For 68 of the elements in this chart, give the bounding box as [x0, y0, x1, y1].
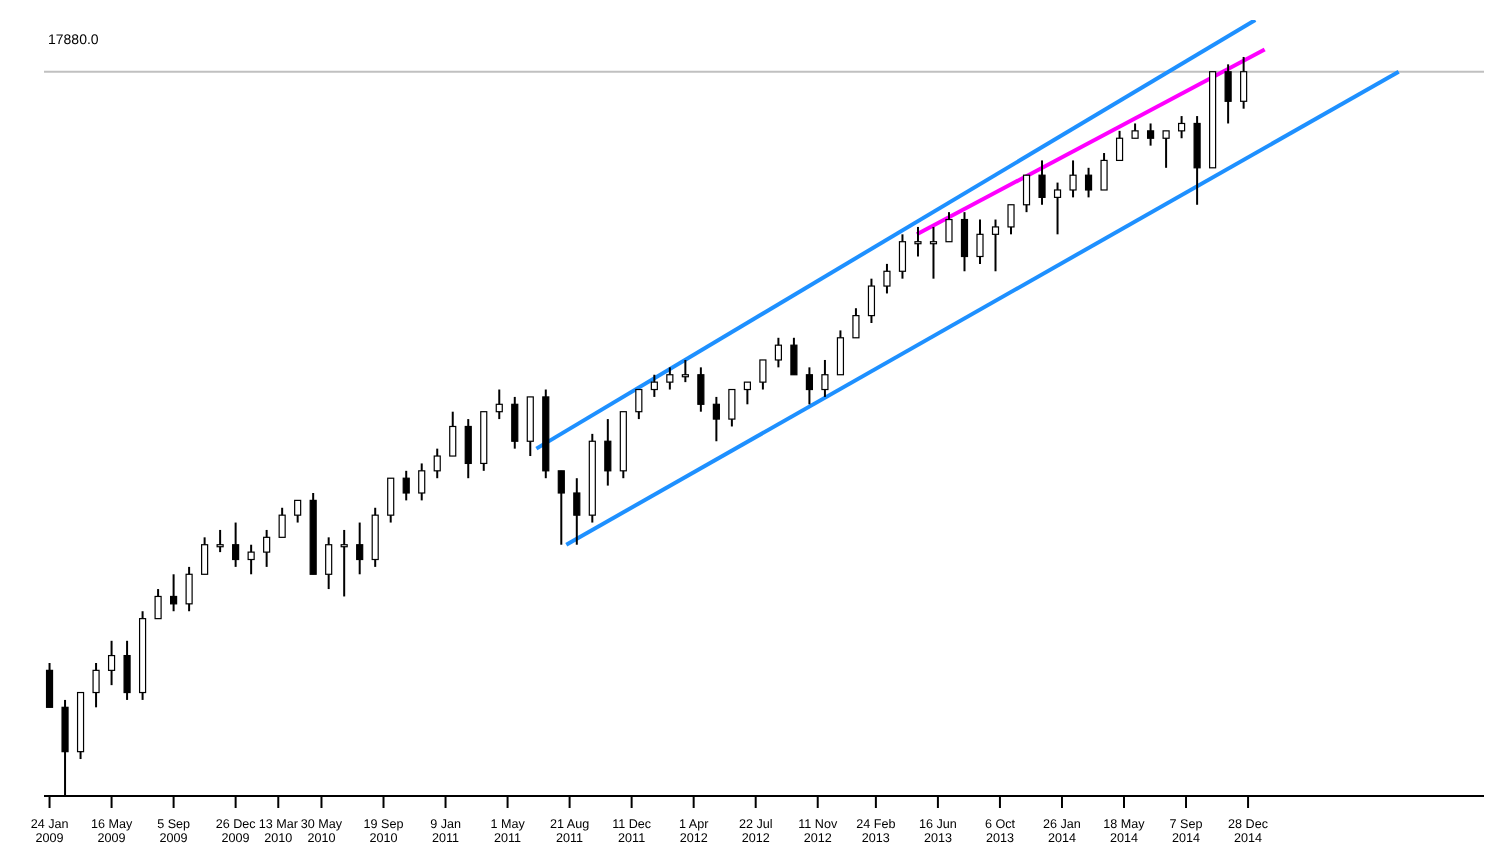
candlestick [170, 573, 178, 613]
candlestick [1053, 181, 1062, 236]
candlestick [805, 366, 814, 406]
candlestick [216, 528, 224, 554]
candlestick [1022, 174, 1031, 214]
candlestick [557, 469, 565, 546]
candlestick [929, 225, 938, 280]
candlestick [449, 410, 457, 458]
candlestick [728, 388, 736, 428]
candlestick [604, 418, 612, 487]
candlestick [278, 506, 286, 539]
candlestick [976, 218, 984, 265]
candlestick [1100, 152, 1108, 191]
candlestick [185, 565, 193, 613]
candlestick [573, 477, 581, 546]
candlestick [526, 395, 534, 458]
candlestick [991, 218, 1000, 273]
candlestick [325, 536, 333, 591]
candlestick [1115, 129, 1124, 162]
candlestick [154, 588, 162, 620]
candlestick [45, 661, 54, 709]
candlestick [836, 329, 845, 376]
candlestick [1162, 129, 1170, 169]
candlestick [697, 366, 705, 413]
candlestick [418, 462, 426, 502]
candlestick [960, 211, 969, 273]
candlestick [945, 211, 953, 243]
candlestick [790, 336, 798, 376]
candlestick [495, 388, 503, 421]
candlestick [1038, 159, 1046, 206]
candlestick [774, 336, 782, 369]
candlestick [107, 639, 116, 687]
candlestick [387, 477, 395, 524]
candlestick [356, 521, 364, 576]
candlestick [1084, 166, 1093, 199]
candlestick [1069, 159, 1077, 199]
candlestick [1007, 203, 1015, 236]
candlestick [1146, 122, 1155, 147]
candlestick [1193, 115, 1201, 206]
candlestick [650, 373, 658, 398]
candlestick [371, 506, 379, 568]
candlestick [743, 381, 751, 406]
candlestick [263, 528, 271, 568]
candlestick [1240, 55, 1248, 110]
candlestick [759, 358, 767, 391]
candlestick [402, 469, 410, 502]
candlestick [294, 499, 302, 524]
candlestick [433, 447, 441, 480]
candlestick [232, 521, 240, 568]
candlestick [821, 358, 829, 398]
candlestick [92, 661, 100, 709]
candlestick [123, 639, 131, 701]
candlestick [201, 536, 209, 576]
candlestick [635, 388, 643, 421]
candlestick [852, 307, 860, 339]
candlestick [340, 528, 348, 598]
candlestick [464, 418, 472, 480]
candlestick [247, 543, 255, 576]
candlestick [666, 366, 674, 391]
candlestick [883, 262, 891, 295]
candlestick [681, 358, 689, 384]
candlestick [712, 395, 720, 443]
candlestick [1224, 63, 1232, 125]
candlestick [1178, 115, 1186, 140]
candlestick [867, 277, 876, 325]
candlestick [914, 225, 922, 258]
candlestick [511, 395, 519, 450]
candlestick [898, 233, 907, 280]
